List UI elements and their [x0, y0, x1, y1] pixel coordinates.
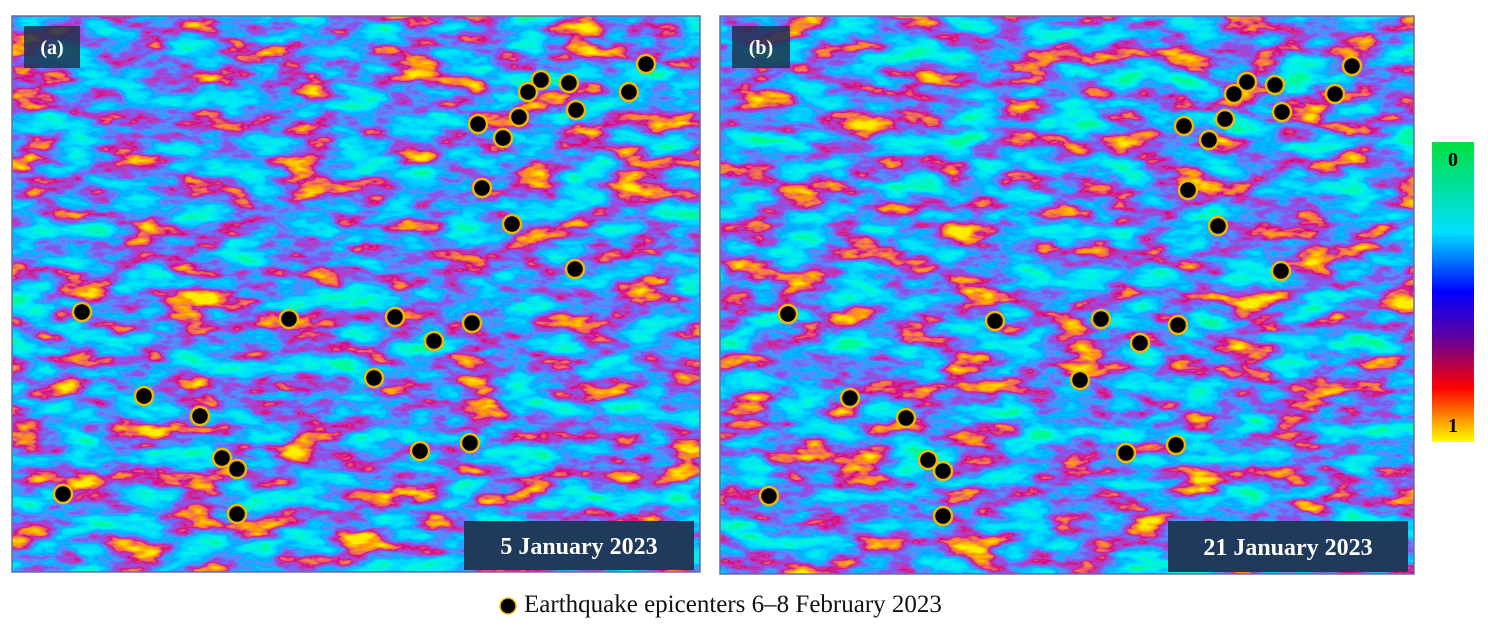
epicenter-marker: [226, 503, 248, 525]
epicenter-marker: [501, 213, 523, 235]
epicenter-marker: [1115, 442, 1137, 464]
panel-border: [11, 15, 701, 573]
epicenter-marker: [363, 367, 385, 389]
colorbar-top-label: 0: [1448, 149, 1458, 171]
epicenter-marker: [777, 303, 799, 325]
epicenter-marker: [895, 407, 917, 429]
epicenter-marker: [1090, 308, 1112, 330]
epicenter-marker: [1069, 369, 1091, 391]
epicenter-marker: [1270, 260, 1292, 282]
epicenter-marker: [517, 81, 539, 103]
epicenter-marker: [1173, 115, 1195, 137]
date-box: [1168, 521, 1408, 572]
epicenter-marker: [226, 458, 248, 480]
epicenter-marker: [1198, 129, 1220, 151]
epicenters: [52, 53, 657, 525]
label-box: [732, 26, 790, 68]
colorbar: 0 1: [1432, 142, 1474, 442]
epicenter-marker: [558, 72, 580, 94]
map-raster: [12, 16, 700, 572]
epicenter-marker: [635, 53, 657, 75]
epicenter-marker: [71, 301, 93, 323]
legend-text: Earthquake epicenters 6–8 February 2023: [524, 591, 942, 618]
epicenter-marker: [932, 460, 954, 482]
epicenter-marker: [1129, 332, 1151, 354]
epicenter-marker: [461, 312, 483, 334]
epicenter-marker: [459, 432, 481, 454]
epicenter-marker: [492, 127, 514, 149]
legend: Earthquake epicenters 6–8 February 2023: [499, 591, 942, 618]
epicenter-marker: [565, 99, 587, 121]
epicenter-marker: [1236, 71, 1258, 93]
epicenter-marker: [278, 308, 300, 330]
date-label: 5 January 2023: [500, 534, 657, 560]
epicenter-marker: [52, 483, 74, 505]
epicenter-marker: [530, 69, 552, 91]
epicenter-marker: [1264, 74, 1286, 96]
epicenter-marker: [758, 485, 780, 507]
epicenter-marker: [1324, 83, 1346, 105]
date-label: 21 January 2023: [1203, 535, 1372, 561]
epicenter-marker: [1341, 55, 1363, 77]
epicenter-marker: [1167, 314, 1189, 336]
epicenter-marker: [917, 449, 939, 471]
colorbar-ramp: [1432, 142, 1474, 442]
label-box: [24, 26, 80, 68]
epicenter-marker: [839, 387, 861, 409]
panel-border: [719, 15, 1415, 575]
epicenter-marker: [564, 258, 586, 280]
epicenter-marker: [984, 310, 1006, 332]
epicenter-marker: [1207, 215, 1229, 237]
epicenter-marker: [1271, 101, 1293, 123]
legend-marker: [499, 597, 517, 615]
colorbar-bottom-label: 1: [1448, 415, 1458, 437]
epicenter-marker: [467, 113, 489, 135]
epicenter-marker: [1177, 179, 1199, 201]
epicenter-marker: [211, 447, 233, 469]
date-box: [464, 521, 694, 570]
epicenter-marker: [508, 106, 530, 128]
panel-label: (a): [40, 37, 63, 59]
epicenter-marker: [471, 177, 493, 199]
epicenter-marker: [189, 405, 211, 427]
epicenter-marker: [1214, 108, 1236, 130]
epicenter-marker: [409, 440, 431, 462]
epicenter-marker: [1223, 83, 1245, 105]
epicenter-marker: [1165, 434, 1187, 456]
panel-a: (a) 5 January 2023: [11, 15, 701, 573]
panel-label: (b): [749, 37, 773, 59]
panel-b: (b) 21 January 2023: [719, 15, 1415, 575]
epicenter-marker: [618, 81, 640, 103]
epicenter-marker: [932, 505, 954, 527]
epicenter-marker: [384, 306, 406, 328]
epicenters: [758, 55, 1363, 527]
map-raster: [720, 16, 1414, 574]
epicenter-marker: [133, 385, 155, 407]
epicenter-marker: [423, 330, 445, 352]
